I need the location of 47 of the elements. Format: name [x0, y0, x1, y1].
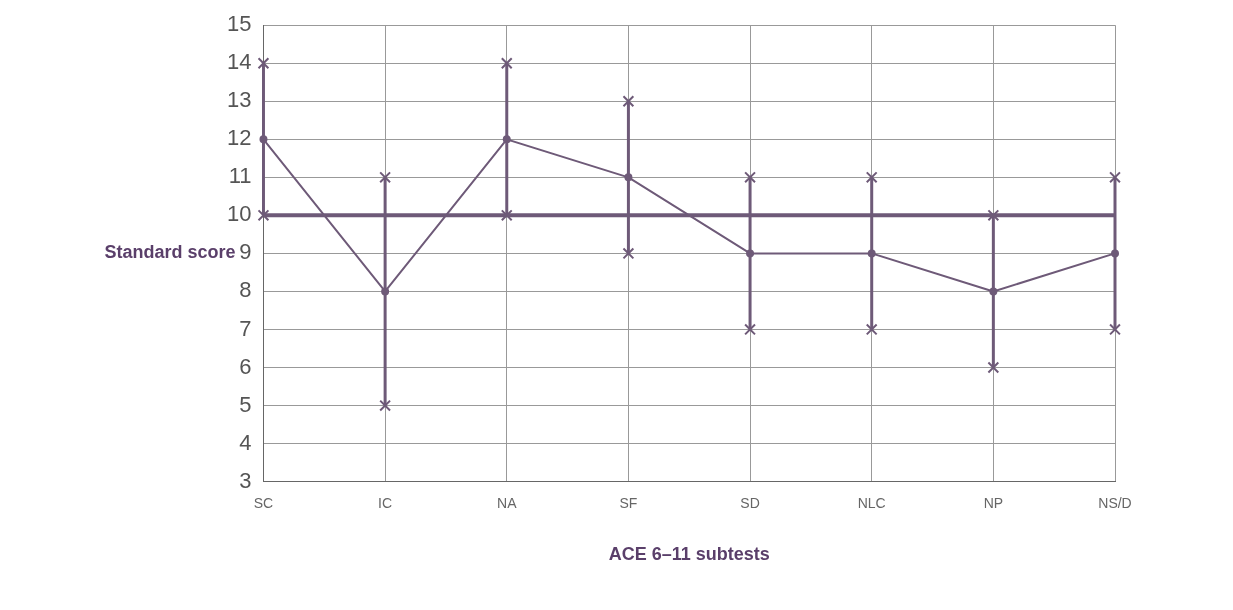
x-tick-label: NP — [983, 494, 1004, 511]
y-tick-label: 13 — [226, 87, 252, 113]
y-tick-label: 14 — [226, 49, 252, 75]
y-tick-label: 8 — [239, 277, 252, 303]
x-axis-title: ACE 6–11 subtests — [608, 544, 770, 565]
point — [500, 57, 513, 70]
y-tick-label: 12 — [226, 125, 252, 151]
x-tick-label: SF — [619, 494, 638, 511]
point — [259, 135, 268, 144]
point — [379, 399, 392, 412]
point — [867, 249, 876, 258]
point — [381, 287, 390, 296]
y-tick-label: 7 — [239, 315, 252, 341]
x-tick-label: SC — [253, 494, 274, 511]
point — [379, 171, 392, 184]
y-tick-label: 3 — [239, 467, 252, 493]
point — [746, 249, 755, 258]
point — [865, 171, 878, 184]
point — [622, 95, 635, 108]
y-tick-label: 5 — [239, 391, 252, 417]
x-tick-label: IC — [378, 494, 393, 511]
point — [987, 209, 1000, 222]
point — [989, 287, 998, 296]
point — [1111, 249, 1119, 258]
point — [502, 135, 511, 144]
point — [500, 209, 513, 222]
y-tick-label: 10 — [226, 201, 252, 227]
y-tick-label: 6 — [239, 353, 252, 379]
y-tick-label: 11 — [228, 163, 252, 189]
y-tick-label: 15 — [226, 11, 252, 37]
x-tick-label: NLC — [857, 494, 886, 511]
point — [257, 57, 270, 70]
point — [624, 173, 633, 182]
point — [744, 323, 757, 336]
point — [1109, 323, 1121, 336]
y-tick-label: 4 — [239, 429, 252, 455]
x-tick-label: SD — [740, 494, 760, 511]
x-tick-label: NA — [497, 494, 518, 511]
y-axis-title: Standard score — [104, 242, 236, 263]
point — [865, 323, 878, 336]
point — [987, 361, 1000, 374]
point — [744, 171, 757, 184]
point — [1109, 171, 1121, 184]
y-tick-label: 9 — [239, 239, 252, 265]
point — [622, 247, 635, 260]
x-tick-label: NS/D — [1098, 494, 1132, 511]
point — [257, 209, 270, 222]
